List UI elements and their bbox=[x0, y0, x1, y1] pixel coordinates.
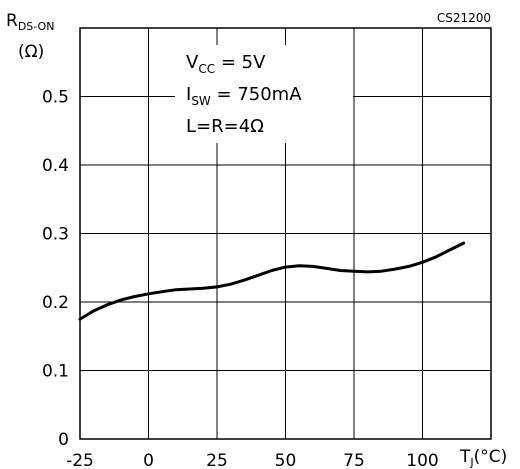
annotation-line: VCC = 5V bbox=[186, 52, 266, 76]
y-tick-label: 0.2 bbox=[42, 293, 69, 313]
annotation-sub: SW bbox=[191, 94, 211, 108]
annotation-box bbox=[175, 45, 353, 143]
annotation-main: V bbox=[186, 52, 199, 73]
chart-code-label: CS21200 bbox=[437, 11, 491, 25]
y-tick-label: 0.4 bbox=[42, 156, 69, 176]
annotation-main: I bbox=[186, 84, 191, 105]
annotation-line: L=R=4Ω bbox=[186, 116, 264, 137]
plot-frame bbox=[79, 27, 492, 440]
x-tick-label: 50 bbox=[275, 451, 297, 469]
annotation-value: = 750mA bbox=[211, 84, 302, 105]
annotation-value: = 5V bbox=[215, 52, 266, 73]
y-tick-label: 0.5 bbox=[42, 88, 69, 108]
y-tick-label: 0.1 bbox=[42, 362, 69, 382]
y-tick-label: 0.3 bbox=[42, 225, 69, 245]
annotation-sub: CC bbox=[198, 62, 215, 76]
x-tick-label: 75 bbox=[343, 451, 365, 469]
annotation-main: L=R=4Ω bbox=[186, 116, 264, 137]
x-axis-label-sub: J bbox=[469, 456, 473, 469]
y-axis-label-sub: DS-ON bbox=[18, 20, 55, 33]
y-axis-unit: (Ω) bbox=[18, 42, 44, 62]
y-axis-label: RDS-ON bbox=[6, 11, 54, 33]
x-axis-label-unit: (°C) bbox=[474, 447, 508, 467]
annotation-text: VCC = 5V ISW = 750mA L=R=4Ω bbox=[186, 52, 302, 137]
x-tick-label: -25 bbox=[66, 451, 94, 469]
x-tick-label: 0 bbox=[143, 451, 154, 469]
annotation-line: ISW = 750mA bbox=[186, 84, 302, 108]
x-tick-label: 25 bbox=[206, 451, 228, 469]
x-axis-label: TJ(°C) bbox=[459, 447, 507, 469]
x-tick-label: 100 bbox=[406, 451, 438, 469]
y-tick-label: 0 bbox=[58, 430, 69, 450]
y-axis-label-main: R bbox=[6, 11, 18, 31]
series-line bbox=[78, 241, 466, 321]
x-axis-label-main: T bbox=[459, 447, 471, 467]
